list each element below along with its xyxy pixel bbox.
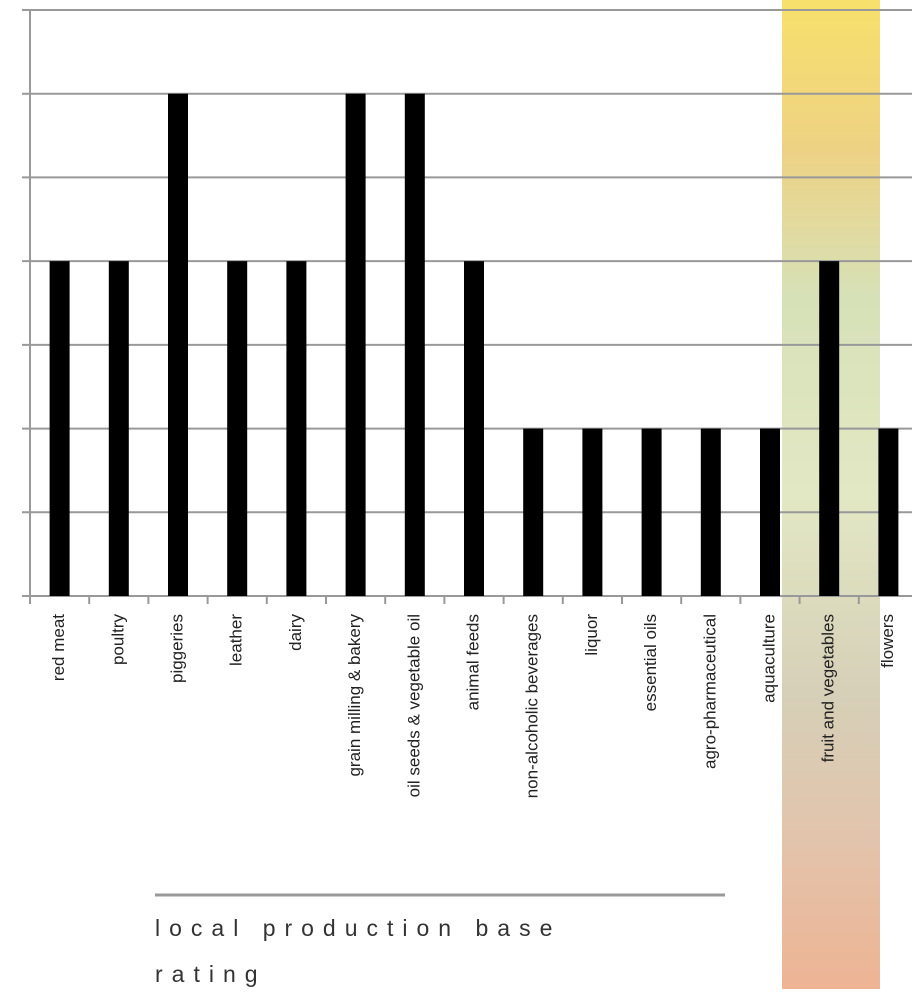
bar	[108, 261, 129, 596]
x-tick-label: leather	[227, 614, 246, 666]
x-tick-label: aquaculture	[759, 614, 778, 703]
bar	[49, 261, 70, 596]
x-tick-label: essential oils	[641, 614, 660, 711]
x-tick-label: non-alcoholic beverages	[523, 614, 542, 798]
x-tick-label: piggeries	[167, 614, 186, 683]
bar	[168, 93, 188, 596]
x-tick-label: liquor	[582, 614, 601, 656]
x-tick-label: animal feeds	[463, 614, 482, 710]
x-tick-label: poultry	[108, 614, 127, 666]
bar	[227, 261, 248, 596]
x-tick-label: oil seeds & vegetable oil	[404, 614, 423, 797]
bar	[286, 261, 307, 596]
bar	[700, 428, 721, 596]
bar	[878, 428, 899, 596]
x-tick-label: agro-pharmaceutical	[700, 614, 719, 769]
x-tick-label: fruit and vegetables	[819, 614, 838, 762]
bar	[464, 261, 484, 596]
x-tick-label: flowers	[878, 614, 897, 668]
bar	[582, 428, 603, 596]
bar	[345, 93, 366, 596]
x-tick-label: grain milling & bakery	[345, 614, 364, 777]
chart-title: local production base rating	[155, 915, 562, 987]
bar	[404, 93, 425, 596]
bar	[819, 261, 840, 596]
x-tick-label: dairy	[286, 614, 305, 651]
bar	[641, 428, 662, 596]
x-tick-label: red meat	[49, 614, 68, 681]
bar	[523, 428, 544, 596]
bar	[760, 428, 780, 596]
